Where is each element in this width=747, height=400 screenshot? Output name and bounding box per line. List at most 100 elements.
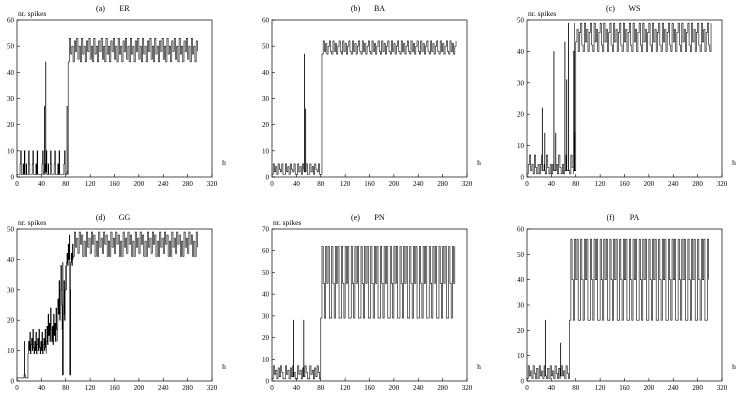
x-tick-label: 160 — [619, 180, 630, 188]
panel-name: PN — [374, 213, 384, 222]
x-tick-label: 120 — [595, 384, 606, 392]
x-tick-label: 280 — [182, 180, 193, 188]
panel-pa: 0 40 80 120 160 200 240 280 320 0 10 20 30 40 50 60 h (f)… — [517, 213, 736, 392]
x-tick-label: 320 — [462, 180, 473, 188]
y-tick-label: 10 — [262, 147, 270, 155]
panel-label: (a) — [96, 4, 105, 13]
spike-series-line — [17, 231, 198, 379]
y-tick-label: 50 — [7, 43, 15, 51]
panel-er: 0 40 80 120 160 200 240 280 320 0 10 20 30 40 50 60nr. … — [7, 4, 226, 188]
x-tick-label: 200 — [389, 384, 400, 392]
x-tick-label: 120 — [595, 180, 606, 188]
x-tick-label: 160 — [364, 180, 375, 188]
x-tick-label: 40 — [293, 384, 301, 392]
x-axis-label: h — [477, 158, 481, 167]
y-tick-label: 0 — [11, 174, 15, 182]
panel-label: (c) — [606, 4, 615, 13]
y-tick-label: 30 — [7, 95, 15, 103]
y-axis-label: nr. spikes — [18, 218, 46, 227]
panel-label: (b) — [351, 4, 361, 13]
x-tick-label: 120 — [340, 384, 351, 392]
x-tick-label: 120 — [85, 384, 96, 392]
y-tick-label: 40 — [517, 276, 525, 284]
panel-name: ER — [119, 4, 130, 13]
y-tick-label: 50 — [517, 251, 525, 259]
y-tick-label: 10 — [517, 142, 525, 150]
y-tick-label: 0 — [521, 378, 525, 386]
panel-name: GG — [119, 213, 131, 222]
y-tick-label: 40 — [7, 256, 15, 264]
x-tick-label: 320 — [207, 180, 218, 188]
panel-label: (d) — [96, 213, 106, 222]
y-tick-label: 20 — [7, 121, 15, 129]
x-tick-label: 320 — [462, 384, 473, 392]
x-tick-label: 80 — [317, 384, 325, 392]
x-tick-label: 200 — [644, 384, 655, 392]
y-axis-label: nr. spikes — [273, 218, 301, 227]
x-tick-label: 80 — [572, 180, 580, 188]
panel-name: PA — [630, 213, 640, 222]
x-tick-label: 40 — [548, 180, 556, 188]
x-tick-label: 40 — [38, 180, 46, 188]
x-tick-label: 160 — [109, 384, 120, 392]
x-tick-label: 320 — [207, 384, 218, 392]
x-tick-label: 200 — [134, 180, 145, 188]
spike-series-line — [527, 238, 709, 379]
x-tick-label: 0 — [525, 180, 529, 188]
y-tick-label: 60 — [262, 247, 270, 255]
x-tick-label: 80 — [317, 180, 325, 188]
x-tick-label: 240 — [668, 180, 679, 188]
x-axis-label: h — [477, 362, 481, 371]
y-tick-label: 40 — [262, 291, 270, 299]
x-tick-label: 200 — [389, 180, 400, 188]
x-tick-label: 280 — [437, 180, 448, 188]
y-tick-label: 40 — [517, 48, 525, 56]
y-tick-label: 20 — [517, 111, 525, 119]
y-tick-label: 0 — [266, 174, 270, 182]
y-tick-label: 30 — [517, 79, 525, 87]
spike-series-line — [527, 22, 712, 175]
x-tick-label: 200 — [134, 384, 145, 392]
x-tick-label: 80 — [62, 180, 70, 188]
spike-series-line — [272, 40, 457, 175]
y-tick-label: 10 — [7, 347, 15, 355]
y-tick-label: 60 — [7, 17, 15, 25]
x-tick-label: 0 — [15, 384, 19, 392]
x-tick-label: 160 — [619, 384, 630, 392]
x-axis-label: h — [222, 158, 226, 167]
y-tick-label: 0 — [11, 378, 15, 386]
x-tick-label: 280 — [692, 180, 703, 188]
x-tick-label: 80 — [572, 384, 580, 392]
y-tick-label: 70 — [262, 226, 270, 234]
y-tick-label: 60 — [262, 17, 270, 25]
x-axis-label: h — [732, 362, 736, 371]
x-tick-label: 200 — [644, 180, 655, 188]
y-tick-label: 50 — [262, 43, 270, 51]
x-tick-label: 40 — [38, 384, 46, 392]
x-axis-label: h — [732, 158, 736, 167]
y-tick-label: 20 — [517, 327, 525, 335]
x-tick-label: 280 — [692, 384, 703, 392]
y-tick-label: 0 — [521, 174, 525, 182]
y-tick-label: 10 — [262, 356, 270, 364]
panel-pn: 0 40 80 120 160 200 240 280 320 0 10 20 30 40 50 60 70nr… — [262, 213, 481, 392]
x-tick-label: 0 — [525, 384, 529, 392]
x-tick-label: 0 — [270, 180, 274, 188]
y-tick-label: 40 — [262, 69, 270, 77]
spike-series-line — [272, 246, 456, 380]
x-tick-label: 160 — [364, 384, 375, 392]
panel-ba: 0 40 80 120 160 200 240 280 320 0 10 20 30 40 50 60 h (b)… — [262, 4, 481, 188]
x-tick-label: 240 — [413, 180, 424, 188]
x-tick-label: 320 — [717, 180, 728, 188]
y-tick-label: 30 — [7, 286, 15, 294]
y-tick-label: 30 — [262, 95, 270, 103]
y-tick-label: 30 — [262, 312, 270, 320]
x-tick-label: 280 — [182, 384, 193, 392]
x-tick-label: 240 — [158, 384, 169, 392]
panel-name: BA — [374, 4, 385, 13]
spike-series-line — [17, 38, 198, 175]
